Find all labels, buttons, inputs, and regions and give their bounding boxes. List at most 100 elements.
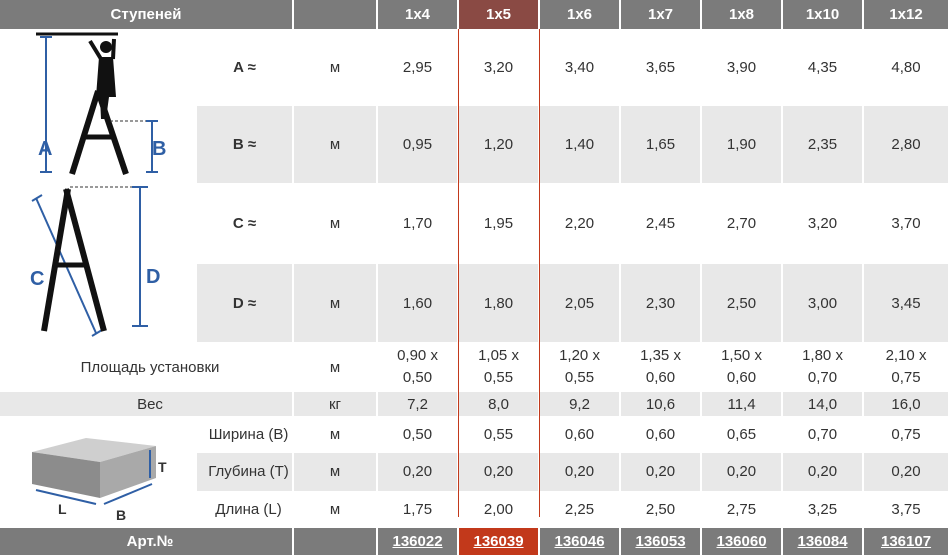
value-cell-area: 1,80 x 0,70 xyxy=(782,342,865,392)
diagram-letter-a: A xyxy=(38,138,52,160)
value-cell: 1,70 xyxy=(377,183,460,265)
value-cell: 0,20 xyxy=(539,453,622,491)
value-cell: 2,50 xyxy=(701,264,784,342)
area-bottom: 0,60 xyxy=(726,369,757,386)
ladder-folded-icon: C D xyxy=(30,186,160,337)
value-cell-highlighted: 0,20 xyxy=(458,453,541,491)
box-letter-l: L xyxy=(58,501,67,517)
value-cell: 9,2 xyxy=(539,392,622,416)
area-top: 1,05 x xyxy=(478,347,519,364)
value-cell: 2,75 xyxy=(701,490,784,528)
value-cell: 4,35 xyxy=(782,29,865,106)
diagram-letter-d: D xyxy=(146,266,160,288)
article-link[interactable]: 136107 xyxy=(863,528,949,555)
highlight-column-border-left xyxy=(458,29,459,517)
value-cell: 1,40 xyxy=(539,106,622,183)
value-cell: 3,75 xyxy=(863,490,949,528)
area-bottom: 0,55 xyxy=(564,369,595,386)
size-header: 1х4 xyxy=(377,0,460,29)
ladder-folded-diagram: C D xyxy=(0,183,197,342)
unit-cell: м xyxy=(293,453,379,491)
row-label-b: B ≈ xyxy=(196,106,295,183)
value-cell: 3,25 xyxy=(782,490,865,528)
unit-header-empty xyxy=(293,0,379,29)
value-cell-highlighted: 8,0 xyxy=(458,392,541,416)
article-link[interactable]: 136060 xyxy=(701,528,784,555)
value-cell-highlighted: 1,20 xyxy=(458,106,541,183)
value-cell-highlighted: 2,00 xyxy=(458,490,541,528)
value-cell: 3,20 xyxy=(782,183,865,265)
row-label-a: A ≈ xyxy=(196,29,295,106)
value-cell: 1,90 xyxy=(701,106,784,183)
row-label-depth: Глубина (Т) xyxy=(196,453,295,491)
value-cell: 2,30 xyxy=(620,264,703,342)
value-cell: 0,20 xyxy=(863,453,949,491)
value-cell: 3,65 xyxy=(620,29,703,106)
area-bottom: 0,75 xyxy=(891,369,921,386)
value-cell: 0,60 xyxy=(620,416,703,454)
table-row-length: Длина (L) м 1,75 2,00 2,25 2,50 2,75 3,2… xyxy=(0,490,949,528)
value-cell: 2,35 xyxy=(782,106,865,183)
unit-cell: м xyxy=(293,342,379,392)
value-cell: 14,0 xyxy=(782,392,865,416)
value-cell-highlighted: 3,20 xyxy=(458,29,541,106)
area-top: 1,20 x xyxy=(559,347,600,364)
table-row-c: C D C ≈ м 1,70 1,95 2,20 2,45 2,70 3,20 … xyxy=(0,183,949,342)
value-cell: 10,6 xyxy=(620,392,703,416)
value-cell: 3,70 xyxy=(863,183,949,265)
size-header-highlighted: 1х5 xyxy=(458,0,541,29)
size-header: 1х8 xyxy=(701,0,784,29)
highlight-column-border-right xyxy=(539,29,540,517)
table-row-d: D ≈ м 1,60 1,80 2,05 2,30 2,50 3,00 3,45 xyxy=(0,264,949,342)
article-link-highlighted[interactable]: 136039 xyxy=(458,528,541,555)
diagram-letter-c: C xyxy=(30,268,44,290)
value-cell: 3,00 xyxy=(782,264,865,342)
table-row-articles: Арт.№ 136022 136039 136046 136053 136060… xyxy=(0,528,949,555)
area-bottom: 0,60 xyxy=(645,369,676,386)
table-row-weight: Вес кг 7,2 8,0 9,2 10,6 11,4 14,0 16,0 xyxy=(0,392,949,416)
value-cell: 1,65 xyxy=(620,106,703,183)
package-box-icon: T L B xyxy=(32,438,167,523)
table-row-width: T L B Ширина (В) м 0,50 0,55 0,60 0,60 0… xyxy=(0,416,949,528)
value-cell: 0,75 xyxy=(863,416,949,454)
ladder-open-icon: A B xyxy=(36,32,166,175)
steps-header: Ступеней xyxy=(0,0,295,29)
value-cell-area: 1,20 x 0,55 xyxy=(539,342,622,392)
header-row: Ступеней 1х4 1х5 1х6 1х7 1х8 1х10 1х12 xyxy=(0,0,949,29)
unit-cell: кг xyxy=(293,392,379,416)
value-cell: 2,20 xyxy=(539,183,622,265)
article-link[interactable]: 136022 xyxy=(377,528,460,555)
row-label-area: Площадь установки xyxy=(0,342,295,392)
diagram-letter-b: B xyxy=(152,138,166,160)
value-cell: 1,75 xyxy=(377,490,460,528)
value-cell-area-highlighted: 1,05 x 0,55 xyxy=(458,342,541,392)
value-cell-area: 1,35 x 0,60 xyxy=(620,342,703,392)
value-cell: 2,50 xyxy=(620,490,703,528)
value-cell: 11,4 xyxy=(701,392,784,416)
value-cell: 3,40 xyxy=(539,29,622,106)
area-top: 2,10 x xyxy=(885,347,927,364)
table-row-b: B ≈ м 0,95 1,20 1,40 1,65 1,90 2,35 2,80 xyxy=(0,106,949,183)
value-cell: 7,2 xyxy=(377,392,460,416)
article-label: Арт.№ xyxy=(0,528,295,555)
article-link[interactable]: 136046 xyxy=(539,528,622,555)
table-row-a: A B A ≈ м 2,95 3,20 3,40 3,65 3,90 4,35 … xyxy=(0,29,949,183)
size-header: 1х10 xyxy=(782,0,865,29)
size-header: 1х12 xyxy=(863,0,949,29)
value-cell: 16,0 xyxy=(863,392,949,416)
value-cell-highlighted: 0,55 xyxy=(458,416,541,454)
unit-cell: м xyxy=(293,264,379,342)
article-link[interactable]: 136053 xyxy=(620,528,703,555)
value-cell: 2,80 xyxy=(863,106,949,183)
value-cell: 3,45 xyxy=(863,264,949,342)
row-label-c: C ≈ xyxy=(196,183,295,265)
value-cell: 2,25 xyxy=(539,490,622,528)
article-link[interactable]: 136084 xyxy=(782,528,865,555)
unit-cell: м xyxy=(293,106,379,183)
value-cell: 3,90 xyxy=(701,29,784,106)
table-row-area: Площадь установки м 0,90 x 0,50 1,05 x 0,5… xyxy=(0,342,949,392)
value-cell-area: 2,10 x 0,75 xyxy=(863,342,949,392)
value-cell: 2,95 xyxy=(377,29,460,106)
